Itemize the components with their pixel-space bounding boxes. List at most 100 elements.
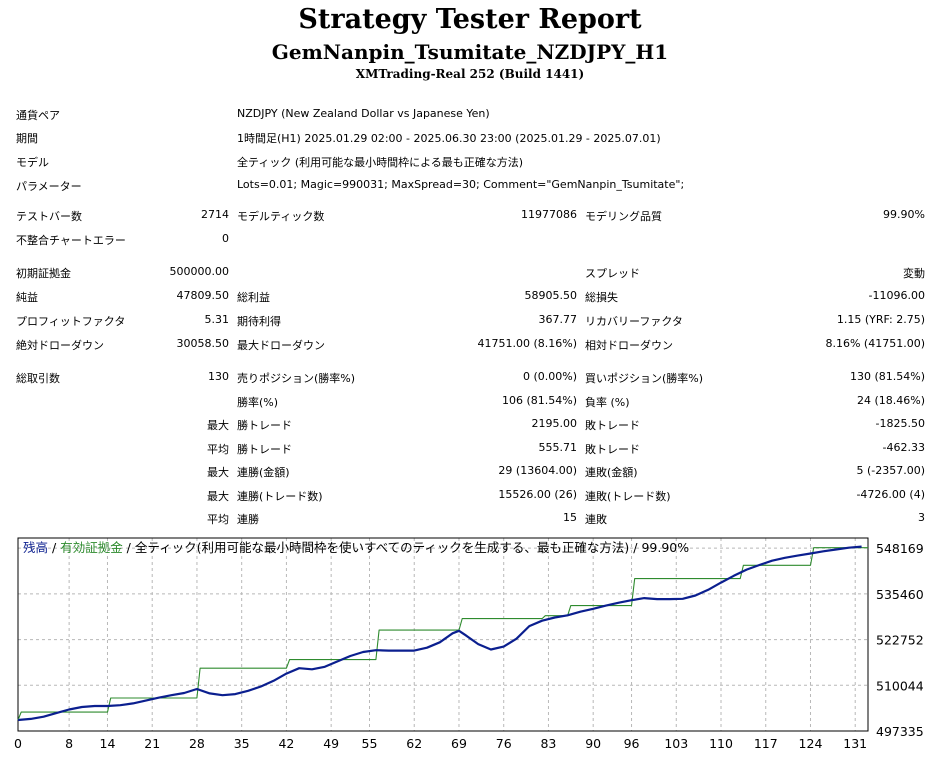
equity-line (17, 547, 868, 721)
chart-legend: 残高 / 有効証拠金 / 全ティック(利用可能な最小時間枠を使いすべてのティック… (23, 540, 689, 555)
maximal-drawdown-label: 最大ドローダウン (237, 339, 325, 352)
x-tick-label: 62 (406, 736, 422, 751)
errors-value: 0 (222, 232, 229, 245)
expected-payoff-value: 367.77 (538, 313, 578, 326)
average-loss-value: -462.33 (882, 441, 925, 454)
profit-trades-label: 勝率(%) (237, 396, 279, 409)
x-tick-label: 83 (540, 736, 556, 751)
expert-name: GemNanpin_Tsumitate_NZDJPY_H1 (271, 40, 669, 64)
legend-sep-2: / (123, 540, 135, 555)
largest-profit-label: 勝トレード (237, 419, 292, 432)
max-consec-profit-value: 15526.00 (26) (498, 488, 577, 501)
server-build: XMTrading-Real 252 (Build 1441) (355, 67, 585, 81)
x-tick-label: 14 (100, 736, 116, 751)
total-trades-value: 130 (208, 370, 229, 383)
max-consec-profit-label: 連勝(トレード数) (237, 490, 323, 503)
period-label: 期間 (16, 132, 38, 145)
y-tick-label: 522752 (876, 633, 924, 648)
x-tick-label: 0 (14, 736, 22, 751)
average-profit-label: 勝トレード (237, 443, 292, 456)
relative-drawdown-label: 相対ドローダウン (585, 339, 673, 352)
relative-drawdown-value: 8.16% (41751.00) (825, 337, 925, 350)
average-profit-value: 555.71 (538, 441, 578, 454)
period-value: 1時間足(H1) 2025.01.29 02:00 - 2025.06.30 2… (237, 132, 661, 145)
average-prefix: 平均 (207, 443, 229, 456)
profit-trades-value: 106 (81.54%) (501, 394, 577, 407)
gross-loss-value: -11096.00 (868, 289, 925, 302)
ticks-label: モデルティック数 (237, 210, 325, 223)
x-tick-label: 90 (585, 736, 601, 751)
x-tick-label: 131 (843, 736, 867, 751)
absolute-drawdown-value: 30058.50 (176, 337, 230, 350)
profit-factor-label: プロフィットファクタ (16, 315, 126, 328)
avg-consec-losses-label: 連敗 (585, 513, 607, 526)
x-tick-label: 96 (624, 736, 640, 751)
avg-consec-prefix: 平均 (207, 513, 229, 526)
x-tick-label: 103 (664, 736, 688, 751)
max-consec-wins-label: 連勝(金額) (237, 466, 290, 479)
loss-trades-label: 負率 (%) (585, 396, 630, 409)
chart-grid (18, 538, 868, 732)
x-tick-label: 76 (496, 736, 512, 751)
gross-profit-label: 総利益 (237, 291, 270, 304)
y-tick-label: 548169 (876, 541, 924, 556)
largest-profit-value: 2195.00 (531, 417, 578, 430)
net-profit-label: 純益 (16, 291, 38, 304)
x-tick-label: 21 (144, 736, 160, 751)
x-tick-label: 110 (709, 736, 733, 751)
x-tick-label: 35 (234, 736, 250, 751)
symbol-value: NZDJPY (New Zealand Dollar vs Japanese Y… (237, 107, 490, 120)
legend-equity: 有効証拠金 (60, 540, 123, 555)
max-consec-count-prefix: 最大 (207, 490, 229, 503)
balance-chart: 残高 / 有効証拠金 / 全ティック(利用可能な最小時間枠を使いすべてのティック… (14, 537, 924, 751)
chart-plot-border (17, 537, 869, 732)
x-tick-label: 8 (65, 736, 73, 751)
short-positions-label: 売りポジション(勝率%) (237, 372, 356, 385)
chart-series (17, 545, 868, 722)
parameters-value: Lots=0.01; Magic=990031; MaxSpread=30; C… (237, 178, 685, 191)
errors-label: 不整合チャートエラー (16, 234, 126, 247)
average-loss-label: 敗トレード (585, 443, 640, 456)
quality-value: 99.90% (883, 208, 925, 221)
avg-consec-wins-label: 連勝 (237, 513, 259, 526)
total-trades-label: 総取引数 (16, 372, 60, 385)
absolute-drawdown-label: 絶対ドローダウン (16, 339, 104, 352)
y-tick-label: 535460 (876, 587, 924, 602)
model-value: 全ティック (利用可能な最小時間枠による最も正確な方法) (237, 156, 524, 169)
avg-consec-wins-value: 15 (563, 511, 577, 524)
profit-factor-value: 5.31 (204, 313, 230, 326)
x-tick-label: 117 (754, 736, 778, 751)
max-consec-wins-value: 29 (13604.00) (498, 464, 577, 477)
deposit-label: 初期証拠金 (16, 267, 71, 280)
legend-quality: 99.90% (641, 540, 689, 555)
deposit-value: 500000.00 (169, 265, 230, 278)
y-tick-label: 497335 (876, 724, 924, 739)
spread-label: スプレッド (585, 267, 640, 280)
expected-payoff-label: 期待利得 (237, 315, 281, 328)
x-axis-ticks: 0 8 14 21 28 35 42 49 55 62 69 76 83 90 96 103 110 117 124… (14, 736, 867, 751)
symbol-label: 通貨ペア (16, 109, 60, 122)
bars-label: テストバー数 (16, 210, 82, 223)
balance-line (17, 545, 862, 722)
max-consec-losses-label: 連敗(金額) (585, 466, 638, 479)
quality-label: モデリング品質 (585, 210, 662, 223)
legend-sep-1: / (48, 540, 60, 555)
short-positions-value: 0 (0.00%) (522, 370, 577, 383)
x-tick-label: 28 (189, 736, 205, 751)
report-title: Strategy Tester Report (298, 4, 642, 35)
loss-trades-value: 24 (18.46%) (856, 394, 925, 407)
x-tick-label: 124 (799, 736, 823, 751)
max-consec-losses-value: 5 (-2357.00) (856, 464, 925, 477)
max-consec-lossamt-value: -4726.00 (4) (856, 488, 925, 501)
long-positions-value: 130 (81.54%) (849, 370, 925, 383)
legend-balance: 残高 (23, 540, 48, 555)
largest-loss-label: 敗トレード (585, 419, 640, 432)
x-tick-label: 49 (323, 736, 339, 751)
net-profit-value: 47809.50 (176, 289, 230, 302)
recovery-factor-label: リカバリーファクタ (585, 315, 683, 328)
x-tick-label: 42 (278, 736, 294, 751)
x-tick-label: 69 (451, 736, 467, 751)
long-positions-label: 買いポジション(勝率%) (585, 372, 704, 385)
bars-value: 2714 (201, 208, 229, 221)
gross-loss-label: 総損失 (585, 291, 618, 304)
